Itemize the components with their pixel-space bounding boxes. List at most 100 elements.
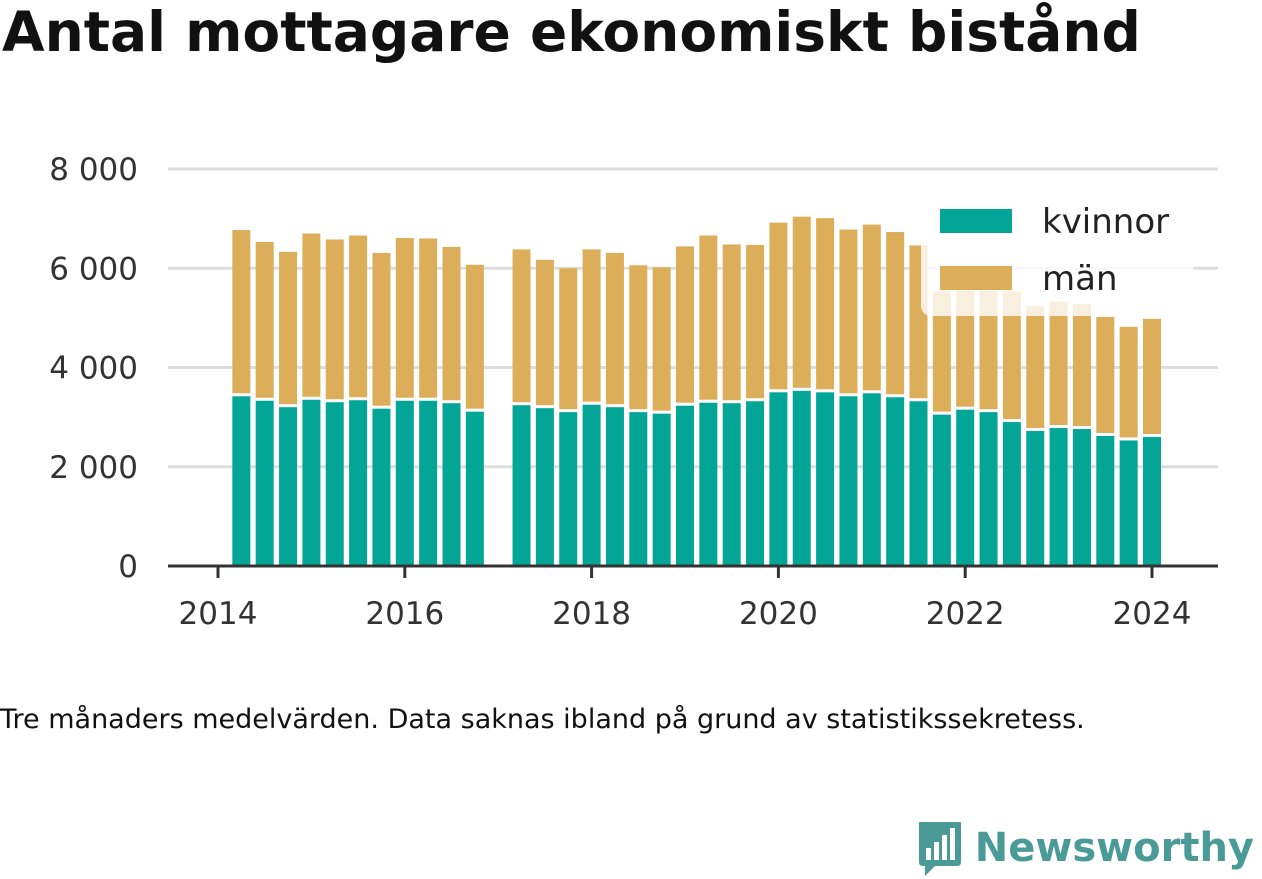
brand-logo[interactable]: Newsworthy xyxy=(915,818,1254,878)
x-tick-label: 2022 xyxy=(926,596,1005,632)
bar-man xyxy=(932,291,951,412)
y-tick-label: 0 xyxy=(118,549,138,585)
bar-kvinnor xyxy=(1143,436,1161,566)
bar-man xyxy=(1026,305,1045,429)
bar-kvinnor xyxy=(722,403,741,566)
bar-man xyxy=(862,224,881,391)
bar-man xyxy=(886,232,905,395)
bar-man xyxy=(1096,316,1115,433)
bar-man xyxy=(1072,303,1091,427)
bar-kvinnor xyxy=(979,412,998,566)
legend-swatch-man xyxy=(940,266,1012,290)
bar-man xyxy=(559,268,578,410)
bar-man xyxy=(1119,326,1138,438)
bar-kvinnor xyxy=(325,402,344,566)
legend-label-kvinnor: kvinnor xyxy=(1042,202,1169,242)
bar-kvinnor xyxy=(372,408,391,566)
bar-man xyxy=(442,246,461,401)
bar-man xyxy=(652,267,671,411)
bar-kvinnor xyxy=(862,393,881,566)
axes: 0 2 000 4 000 6 000 8 000 2014 2016 2018 2020 202… xyxy=(49,152,1218,632)
bar-kvinnor xyxy=(279,407,298,566)
bar-kvinnor xyxy=(652,413,671,566)
bar-man xyxy=(605,252,624,405)
x-tick-label: 2016 xyxy=(365,596,444,632)
bar-man xyxy=(1143,318,1161,434)
bar-kvinnor xyxy=(255,400,274,566)
bar-man xyxy=(769,222,788,390)
bar-man xyxy=(979,290,998,410)
bar-man xyxy=(629,265,648,410)
bar-kvinnor xyxy=(512,405,531,566)
bar-man xyxy=(325,239,344,400)
bar-kvinnor xyxy=(1096,435,1115,566)
x-tick-label: 2018 xyxy=(552,596,631,632)
bars xyxy=(232,216,1161,566)
chart-title: Antal mottagare ekonomiskt bistånd xyxy=(2,0,1141,64)
legend-swatch-kvinnor xyxy=(940,209,1012,233)
bar-man xyxy=(1002,291,1021,420)
bar-kvinnor xyxy=(419,400,438,566)
x-tick-label: 2020 xyxy=(739,596,818,632)
legend-label-man: män xyxy=(1042,259,1118,299)
bar-kvinnor xyxy=(839,396,858,566)
bar-man xyxy=(816,218,835,390)
bar-man xyxy=(676,246,694,403)
chart-note: Tre månaders medelvärden. Data saknas ib… xyxy=(0,704,1085,735)
bar-kvinnor xyxy=(605,407,624,566)
bar-man xyxy=(232,230,251,394)
x-tick-label: 2024 xyxy=(1113,596,1192,632)
legend: kvinnor män xyxy=(921,188,1193,316)
bar-kvinnor xyxy=(582,404,601,566)
bar-kvinnor xyxy=(792,390,811,566)
bar-kvinnor xyxy=(559,412,578,566)
bar-kvinnor xyxy=(535,408,554,566)
bar-kvinnor xyxy=(1119,440,1138,566)
y-tick-label: 2 000 xyxy=(49,450,138,486)
bar-man xyxy=(956,290,975,407)
bar-man xyxy=(255,241,274,398)
bar-kvinnor xyxy=(956,409,975,566)
y-tick-label: 8 000 xyxy=(49,152,138,188)
bar-man xyxy=(535,259,554,406)
bar-kvinnor xyxy=(1049,428,1068,566)
bar-kvinnor xyxy=(746,401,765,566)
bar-man xyxy=(699,235,718,400)
bar-man xyxy=(279,251,298,405)
bar-kvinnor xyxy=(932,414,951,566)
bar-man xyxy=(465,264,484,409)
bar-kvinnor xyxy=(816,392,835,566)
bar-kvinnor xyxy=(349,400,368,566)
bar-man xyxy=(512,249,531,403)
bar-man xyxy=(349,235,368,398)
bar-man xyxy=(722,244,741,401)
bar-kvinnor xyxy=(886,397,905,566)
bar-man xyxy=(839,229,858,394)
newsworthy-logo-icon xyxy=(918,822,961,876)
brand-name: Newsworthy xyxy=(974,825,1254,871)
bar-man xyxy=(582,249,601,402)
bar-kvinnor xyxy=(302,399,321,566)
bar-kvinnor xyxy=(909,401,928,566)
bar-man xyxy=(302,233,321,397)
bar-kvinnor xyxy=(629,412,648,566)
bar-kvinnor xyxy=(232,396,251,566)
bar-kvinnor xyxy=(1072,429,1091,566)
x-tick-label: 2014 xyxy=(179,596,258,632)
bar-kvinnor xyxy=(699,402,718,566)
bar-kvinnor xyxy=(676,405,694,566)
bar-kvinnor xyxy=(465,411,484,566)
bar-man xyxy=(1049,301,1068,426)
bar-man xyxy=(419,238,438,398)
bar-man xyxy=(746,244,765,399)
bar-man xyxy=(395,237,414,398)
bar-kvinnor xyxy=(395,400,414,566)
y-tick-label: 6 000 xyxy=(49,251,138,287)
bar-man xyxy=(372,252,391,406)
bar-man xyxy=(792,216,811,388)
y-tick-label: 4 000 xyxy=(49,351,138,387)
bar-kvinnor xyxy=(442,403,461,566)
bar-kvinnor xyxy=(1002,422,1021,566)
bar-kvinnor xyxy=(1026,431,1045,566)
